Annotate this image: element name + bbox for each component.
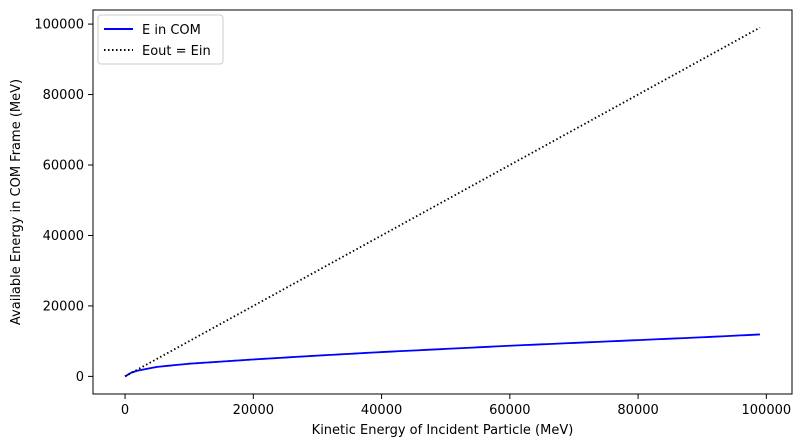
x-axis-ticks: 0 20000 40000 60000 80000 100000 bbox=[121, 394, 791, 418]
x-tick-label: 100000 bbox=[742, 403, 792, 418]
x-tick-label: 40000 bbox=[361, 403, 402, 418]
x-tick-label: 80000 bbox=[617, 403, 658, 418]
y-tick-label: 100000 bbox=[34, 18, 84, 33]
legend-label-e-in-com: E in COM bbox=[142, 23, 201, 38]
y-tick-label: 80000 bbox=[43, 88, 84, 103]
series-line-e-in-com bbox=[124, 333, 760, 378]
y-axis-label: Available Energy in COM Frame (MeV) bbox=[9, 79, 24, 325]
legend-box bbox=[97, 14, 224, 65]
x-tick-label: 0 bbox=[121, 403, 129, 418]
y-tick-label: 60000 bbox=[43, 159, 84, 174]
y-tick-label: 0 bbox=[76, 370, 84, 385]
x-tick-label: 60000 bbox=[489, 403, 530, 418]
x-tick-label: 20000 bbox=[233, 403, 274, 418]
legend-label-eout-ein: Eout = Ein bbox=[142, 44, 211, 59]
series-layer bbox=[124, 26, 761, 378]
x-axis-label: Kinetic Energy of Incident Particle (MeV… bbox=[312, 423, 574, 438]
axes-frame bbox=[92, 9, 793, 395]
plot-area bbox=[92, 9, 793, 395]
y-axis-ticks: 0 20000 40000 60000 80000 100000 bbox=[34, 18, 93, 385]
y-tick-label: 40000 bbox=[43, 229, 84, 244]
series-line-eout-ein bbox=[124, 26, 761, 378]
legend: E in COM Eout = Ein bbox=[97, 14, 224, 65]
y-tick-label: 20000 bbox=[43, 299, 84, 314]
